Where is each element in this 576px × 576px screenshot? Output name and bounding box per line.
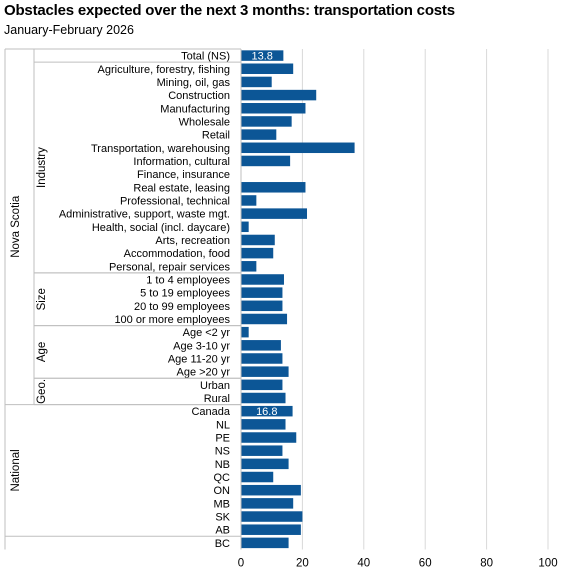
category-label: QC: [214, 472, 231, 484]
inner-group-label: Size: [36, 288, 48, 310]
category-label: PE: [215, 433, 230, 445]
category-label: 1 to 4 employees: [146, 274, 230, 286]
category-label: Total (NS): [181, 51, 230, 63]
category-label: BC: [215, 538, 230, 550]
bar: [241, 50, 284, 61]
category-label: Retail: [202, 130, 230, 142]
inner-group-label: Age: [36, 342, 48, 362]
bar: [241, 129, 277, 140]
bar: [241, 313, 288, 325]
bar: [241, 208, 308, 219]
bar: [241, 419, 286, 430]
x-tick-label: 40: [357, 557, 370, 569]
category-label: Transportation, warehousing: [91, 143, 230, 155]
category-label: Canada: [191, 406, 230, 418]
bar: [241, 445, 283, 456]
bar: [241, 300, 283, 312]
category-label: Administrative, support, waste mgt.: [59, 209, 230, 221]
data-label: 13.8: [251, 51, 272, 63]
outer-group-label: Nova Scotia: [10, 195, 22, 258]
category-label: Age <2 yr: [183, 327, 231, 339]
bar: [241, 155, 291, 167]
category-label: NB: [215, 459, 230, 471]
bar: [241, 537, 289, 549]
bar: [241, 326, 249, 338]
bar: [241, 221, 249, 233]
category-label: Personal, repair services: [109, 261, 231, 273]
bar: [241, 524, 301, 535]
bar: [241, 366, 289, 377]
category-label: AB: [215, 525, 230, 537]
category-label: Age 3-10 yr: [173, 340, 230, 352]
category-label: Professional, technical: [120, 195, 230, 207]
category-label: Age >20 yr: [176, 367, 230, 379]
x-tick-label: 100: [538, 557, 557, 569]
bar: [241, 63, 294, 75]
bar: [241, 353, 283, 364]
bar: [241, 484, 301, 496]
chart-subtitle: January-February 2026: [4, 23, 134, 37]
category-label: Arts, recreation: [155, 235, 230, 247]
outer-group-label: National: [10, 449, 22, 491]
bar: [241, 405, 293, 417]
category-label: Health, social (incl. daycare): [92, 222, 230, 234]
bar: [241, 76, 272, 88]
category-label: 5 to 19 employees: [140, 288, 230, 300]
category-label: NS: [215, 446, 230, 458]
bar: [241, 116, 292, 127]
category-label: 100 or more employees: [114, 314, 230, 326]
data-label: 16.8: [256, 406, 277, 418]
bar: [241, 458, 289, 470]
category-label: MB: [214, 498, 231, 510]
bar: [241, 511, 303, 522]
category-label: Rural: [204, 393, 230, 405]
category-label: 20 to 99 employees: [134, 301, 231, 313]
bar: [241, 379, 283, 391]
bar: [241, 471, 274, 483]
category-label: Agriculture, forestry, fishing: [98, 64, 230, 76]
bar: [241, 142, 355, 154]
category-label: Real estate, leasing: [133, 182, 230, 194]
bar: [241, 195, 257, 206]
bar: [241, 234, 275, 246]
category-label: Accommodation, food: [124, 248, 230, 260]
bar: [241, 498, 294, 509]
bar: [241, 340, 281, 351]
inner-group-label: Geo.: [36, 379, 48, 404]
x-tick-label: 20: [296, 557, 309, 569]
bar: [241, 261, 257, 272]
bar: [241, 432, 297, 443]
bar: [241, 392, 286, 404]
chart-title: Obstacles expected over the next 3 month…: [4, 2, 455, 19]
category-label: Manufacturing: [160, 103, 230, 115]
category-label: Construction: [168, 90, 230, 102]
category-label: SK: [215, 512, 230, 524]
category-label: Mining, oil, gas: [157, 77, 231, 89]
x-tick-label: 60: [419, 557, 432, 569]
category-label: Urban: [200, 380, 230, 392]
inner-group-label: Industry: [36, 147, 48, 188]
bar: [241, 182, 306, 193]
bar: [241, 103, 306, 114]
category-label: NL: [216, 419, 230, 431]
bar: [241, 287, 283, 298]
category-label: Finance, insurance: [137, 169, 230, 181]
category-label: Wholesale: [179, 116, 230, 128]
bar: [241, 247, 274, 259]
bar: [241, 274, 284, 285]
x-tick-label: 0: [238, 557, 244, 569]
category-label: Information, cultural: [133, 156, 230, 168]
bar: [241, 89, 317, 101]
x-tick-label: 80: [480, 557, 493, 569]
category-label: Age 11-20 yr: [168, 353, 231, 365]
category-label: ON: [214, 485, 231, 497]
